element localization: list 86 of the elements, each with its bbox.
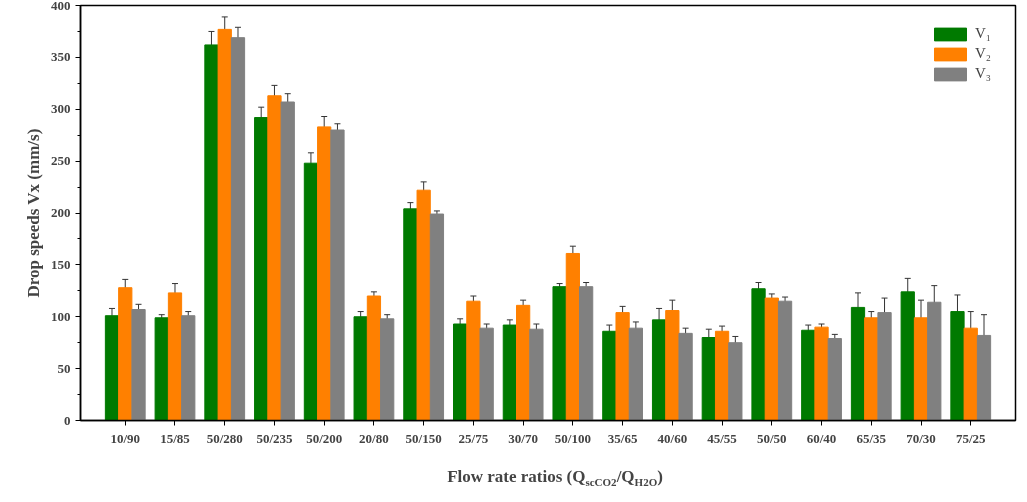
- bar: [429, 213, 445, 421]
- x-tick-label: 35/65: [607, 430, 638, 446]
- bar: [751, 288, 766, 421]
- bar: [579, 286, 594, 421]
- bar: [303, 162, 319, 421]
- x-tick-label: 60/40: [806, 430, 837, 446]
- bar: [827, 338, 842, 421]
- y-tick-label: 250: [51, 153, 71, 169]
- y-tick-label: 300: [51, 101, 71, 117]
- x-tick-label: 50/50: [757, 430, 787, 446]
- x-tick-label: 40/60: [657, 430, 688, 446]
- bar: [254, 117, 269, 421]
- bar: [416, 189, 431, 421]
- x-tick-label: 70/30: [906, 430, 936, 446]
- bar: [154, 317, 169, 421]
- bar: [701, 337, 716, 421]
- bar: [728, 342, 743, 421]
- legend-label: V₁: [975, 25, 993, 42]
- bar: [104, 315, 120, 421]
- bar: [466, 300, 481, 421]
- bar: [864, 317, 879, 421]
- bar: [267, 95, 282, 421]
- bar: [529, 328, 544, 421]
- x-tick-label: 15/85: [160, 430, 191, 446]
- bar: [230, 37, 246, 421]
- bar: [118, 287, 133, 421]
- x-tick-label: 30/70: [508, 430, 538, 446]
- x-tick-label: 50/200: [306, 430, 343, 446]
- bar: [380, 318, 395, 421]
- y-tick-label: 150: [51, 256, 71, 272]
- bar: [850, 306, 866, 421]
- x-tick-label: 50/100: [554, 430, 591, 446]
- x-tick-label: 75/25: [955, 430, 987, 446]
- x-tick-label: 50/235: [256, 430, 294, 446]
- bar: [950, 311, 965, 421]
- bar: [877, 312, 892, 421]
- bar: [976, 334, 992, 421]
- bar: [552, 286, 567, 421]
- bar: [801, 329, 816, 421]
- bar: [204, 44, 219, 421]
- y-tick-label: 50: [57, 360, 71, 376]
- y-tick-label: 0: [64, 412, 71, 428]
- bar: [602, 330, 617, 421]
- bar: [479, 327, 494, 421]
- bar: [628, 327, 643, 421]
- bar: [403, 208, 418, 421]
- legend-label: V₂: [975, 45, 993, 62]
- legend-label: V₃: [975, 65, 993, 82]
- y-tick-label: 350: [51, 49, 71, 65]
- bar: [651, 319, 667, 421]
- bar: [913, 317, 929, 421]
- x-tick-label: 50/150: [405, 430, 442, 446]
- x-tick-label: 25/75: [458, 430, 489, 446]
- bar: [764, 297, 779, 421]
- bar: [814, 326, 829, 421]
- bar: [927, 301, 942, 421]
- bar: [900, 291, 915, 421]
- x-tick-label: 10/90: [110, 430, 141, 446]
- bar: [366, 295, 382, 421]
- x-tick-label: 65/35: [856, 430, 887, 446]
- y-axis-title: Drop speeds Vx (mm/s): [24, 128, 43, 298]
- x-tick-label: 50/280: [206, 430, 243, 446]
- bar: [615, 312, 630, 421]
- bar: [131, 308, 146, 421]
- bar: [565, 252, 580, 421]
- bar: [181, 315, 196, 421]
- x-tick-label: 45/55: [707, 430, 738, 446]
- y-tick-label: 100: [51, 308, 71, 324]
- bar: [678, 332, 693, 421]
- bar: [167, 292, 183, 421]
- x-axis-title: Flow rate ratios (Q$_{scCO2}$/Q$_{H2O}$): [447, 466, 663, 491]
- bar: [665, 310, 680, 421]
- bar: [516, 304, 531, 421]
- bar: [280, 101, 295, 421]
- y-tick-label: 400: [51, 0, 71, 13]
- bar: [453, 323, 468, 421]
- bar: [217, 28, 232, 421]
- bar: [502, 324, 517, 421]
- bar: [714, 330, 730, 421]
- bar: [777, 300, 793, 421]
- bar: [963, 327, 978, 421]
- y-tick-label: 200: [51, 205, 71, 220]
- bar: [317, 126, 332, 421]
- bar: [353, 316, 368, 421]
- x-tick-label: 20/80: [359, 430, 389, 446]
- bar: [330, 129, 345, 421]
